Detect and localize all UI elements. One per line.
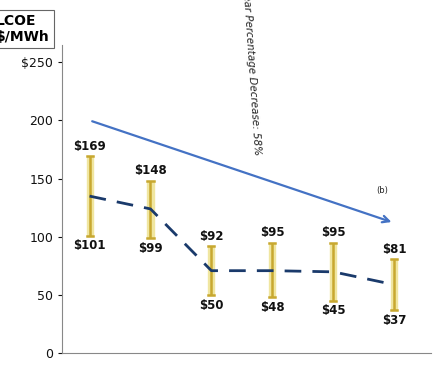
Text: $50: $50 [199,299,224,312]
Text: (b): (b) [376,186,388,195]
Text: $169: $169 [73,140,106,153]
Text: $37: $37 [382,314,406,327]
Text: $92: $92 [199,230,224,243]
Text: LCOE
$/MWh: LCOE $/MWh [0,14,50,44]
Text: $95: $95 [260,226,285,239]
Text: $48: $48 [260,301,285,314]
Text: 5-year Percentage Decrease: 58%: 5-year Percentage Decrease: 58% [240,0,262,155]
Text: $95: $95 [321,226,345,239]
Text: $99: $99 [138,241,163,254]
Text: $101: $101 [73,239,106,252]
Text: $81: $81 [382,243,406,256]
Text: $148: $148 [134,164,167,177]
Text: $45: $45 [321,304,345,317]
